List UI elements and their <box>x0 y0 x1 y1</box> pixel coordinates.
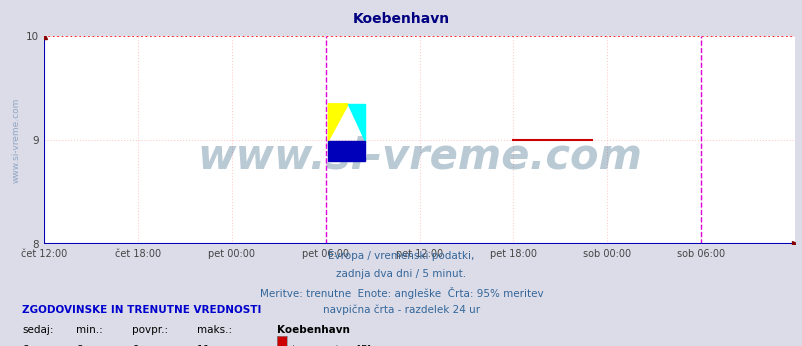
Polygon shape <box>348 104 364 141</box>
Text: 9: 9 <box>132 345 139 346</box>
Text: www.si-vreme.com: www.si-vreme.com <box>196 136 642 178</box>
Text: zadnja dva dni / 5 minut.: zadnja dva dni / 5 minut. <box>336 269 466 279</box>
Polygon shape <box>328 141 364 161</box>
Text: sedaj:: sedaj: <box>22 325 54 335</box>
Text: 8: 8 <box>76 345 83 346</box>
Text: 10: 10 <box>196 345 209 346</box>
Text: maks.:: maks.: <box>196 325 232 335</box>
Text: min.:: min.: <box>76 325 103 335</box>
Text: ZGODOVINSKE IN TRENUTNE VREDNOSTI: ZGODOVINSKE IN TRENUTNE VREDNOSTI <box>22 305 261 315</box>
Text: Koebenhavn: Koebenhavn <box>353 12 449 26</box>
Text: temperatura[F]: temperatura[F] <box>291 345 371 346</box>
Text: navpična črta - razdelek 24 ur: navpična črta - razdelek 24 ur <box>322 305 480 315</box>
Text: povpr.:: povpr.: <box>132 325 168 335</box>
Text: Meritve: trenutne  Enote: angleške  Črta: 95% meritev: Meritve: trenutne Enote: angleške Črta: … <box>259 287 543 299</box>
Text: Evropa / vremenski podatki,: Evropa / vremenski podatki, <box>328 251 474 261</box>
Text: Koebenhavn: Koebenhavn <box>277 325 350 335</box>
Text: 8: 8 <box>22 345 29 346</box>
Text: www.si-vreme.com: www.si-vreme.com <box>11 98 20 183</box>
Polygon shape <box>328 104 348 141</box>
